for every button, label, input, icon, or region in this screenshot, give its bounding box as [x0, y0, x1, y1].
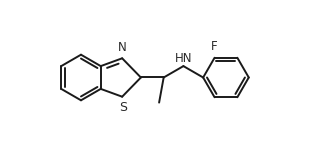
Text: F: F — [211, 40, 218, 53]
Text: S: S — [119, 101, 127, 114]
Text: HN: HN — [175, 52, 192, 65]
Text: N: N — [118, 41, 127, 54]
